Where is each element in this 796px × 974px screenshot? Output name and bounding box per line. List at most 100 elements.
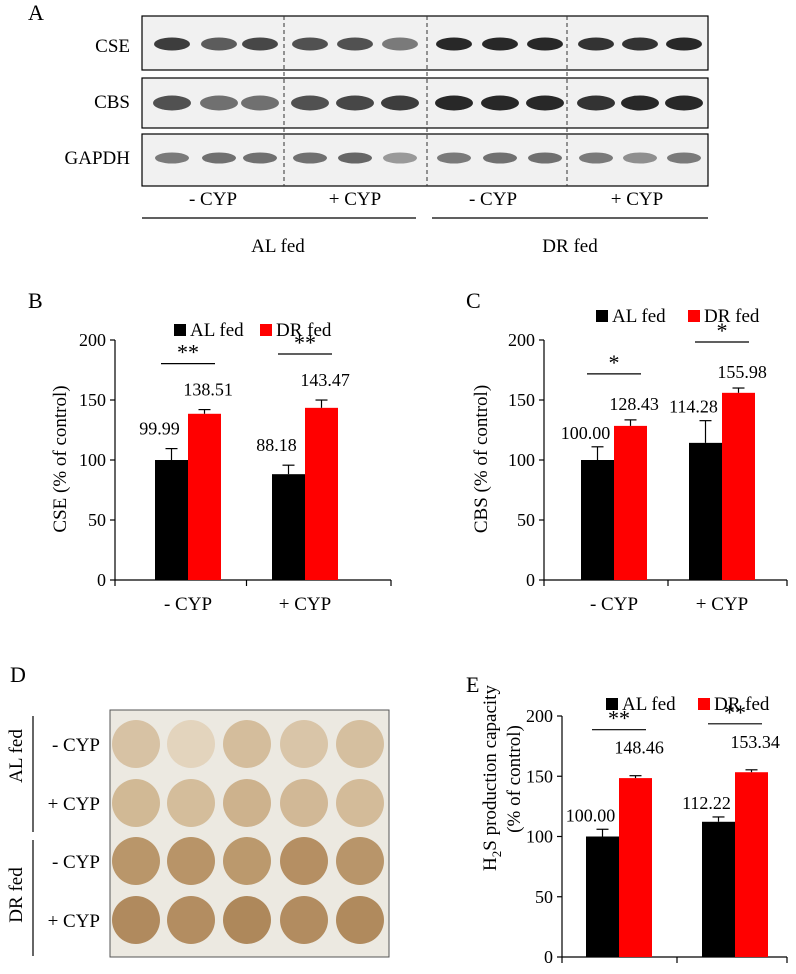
blot-bands <box>153 37 703 164</box>
y-tick-label: 100 <box>508 450 535 470</box>
blot-band <box>526 95 564 111</box>
plate-well <box>223 779 271 827</box>
plate-group-dr: DR fed <box>6 867 27 923</box>
legend-swatch-dr <box>698 698 710 710</box>
panel-label-b: B <box>28 288 43 313</box>
blot-band <box>437 152 471 164</box>
blot-band <box>621 95 659 111</box>
data-label: 138.51 <box>183 380 233 400</box>
y-tick-label: 200 <box>79 330 106 350</box>
plate-well <box>336 720 384 768</box>
plate-well <box>112 896 160 944</box>
chart-e-ylabel-line1: H2S production capacity <box>480 685 504 871</box>
data-label: 88.18 <box>256 435 297 455</box>
bar-dr-fed <box>619 778 652 957</box>
blot-band <box>243 152 277 164</box>
plate-well <box>280 837 328 885</box>
blot-row-label-cse: CSE <box>95 36 130 57</box>
plate-well <box>167 837 215 885</box>
blot-band <box>622 37 658 51</box>
x-tick-label: - CYP <box>590 594 638 615</box>
x-tick-label: - CYP <box>595 971 643 974</box>
plate-row-label-2: + CYP <box>48 794 100 815</box>
legend-label: DR fed <box>276 320 332 341</box>
data-label: 112.22 <box>682 793 731 813</box>
legend-swatch-al <box>596 310 608 322</box>
blot-band <box>338 152 372 164</box>
x-tick-label: + CYP <box>696 594 748 615</box>
chart-b-ylabel: CSE (% of control) <box>50 385 71 532</box>
panel-label-d: D <box>10 662 26 687</box>
y-tick-label: 50 <box>88 510 106 530</box>
blot-row-label-gapdh: GAPDH <box>65 148 131 169</box>
y-tick-label: 0 <box>97 570 106 590</box>
y-tick-label: 200 <box>508 330 535 350</box>
plate-row-label-3: - CYP <box>52 852 100 873</box>
significance-marker: * <box>609 350 620 375</box>
data-label: 100.00 <box>566 805 616 825</box>
plate-well <box>223 837 271 885</box>
chart-c: C CBS (% of control) 0 50 100 150 200 - CYP 10… <box>466 288 788 615</box>
panel-label-e: E <box>466 672 479 697</box>
plate-well <box>336 896 384 944</box>
y-tick-label: 100 <box>526 827 553 847</box>
plate-well <box>223 720 271 768</box>
significance-marker: ** <box>177 340 199 365</box>
significance-marker: ** <box>608 706 630 731</box>
plate-well <box>336 837 384 885</box>
data-label: 114.28 <box>669 397 718 417</box>
data-label: 143.47 <box>300 370 350 390</box>
blot-band <box>483 152 517 164</box>
plate-well <box>167 720 215 768</box>
legend-label: AL fed <box>190 320 244 341</box>
bar-al-fed <box>155 460 188 580</box>
x-tick-label: + CYP <box>709 971 761 974</box>
y-tick-label: 150 <box>508 390 535 410</box>
blot-band <box>579 152 613 164</box>
blot-band <box>528 152 562 164</box>
legend-label: AL fed <box>622 694 676 715</box>
blot-treatment-2: + CYP <box>329 189 381 210</box>
blot-band <box>241 95 279 111</box>
plate-well <box>112 837 160 885</box>
plate-well <box>112 779 160 827</box>
legend-swatch-al <box>606 698 618 710</box>
blot-strip-gapdh <box>141 133 709 187</box>
blot-band <box>292 37 328 51</box>
bar-al-fed <box>272 474 305 580</box>
y-tick-label: 200 <box>526 706 553 726</box>
blot-band <box>381 95 419 111</box>
panel-a: A CSE CBS GAPDH - CYP + CYP - CYP + CYP … <box>28 0 709 257</box>
data-label: 155.98 <box>717 362 767 382</box>
y-tick-label: 50 <box>535 887 553 907</box>
legend-label: DR fed <box>704 306 760 327</box>
plate-well <box>336 779 384 827</box>
plate-well <box>167 779 215 827</box>
blot-row-label-cbs: CBS <box>94 92 130 113</box>
blot-band <box>242 37 278 51</box>
blot-band <box>200 95 238 111</box>
significance-marker: ** <box>294 330 316 355</box>
blot-band <box>527 37 563 51</box>
plate-well <box>280 720 328 768</box>
legend-swatch-al <box>174 324 186 336</box>
plate-wells <box>112 720 384 944</box>
panel-label-c: C <box>466 288 481 313</box>
blot-band <box>667 152 701 164</box>
x-tick-label: - CYP <box>164 594 212 615</box>
blot-band <box>155 152 189 164</box>
y-tick-label: 0 <box>544 947 553 967</box>
plate-row-label-4: + CYP <box>48 911 100 932</box>
bar-dr-fed <box>735 772 768 957</box>
blot-band <box>201 37 237 51</box>
data-label: 148.46 <box>614 738 664 758</box>
blot-band <box>337 37 373 51</box>
blot-band <box>153 95 191 111</box>
plate-well <box>167 896 215 944</box>
y-tick-label: 150 <box>526 766 553 786</box>
chart-e-ylabel-line2: (% of control) <box>504 725 525 833</box>
blot-band <box>336 95 374 111</box>
plate-well <box>280 896 328 944</box>
blot-band <box>435 95 473 111</box>
